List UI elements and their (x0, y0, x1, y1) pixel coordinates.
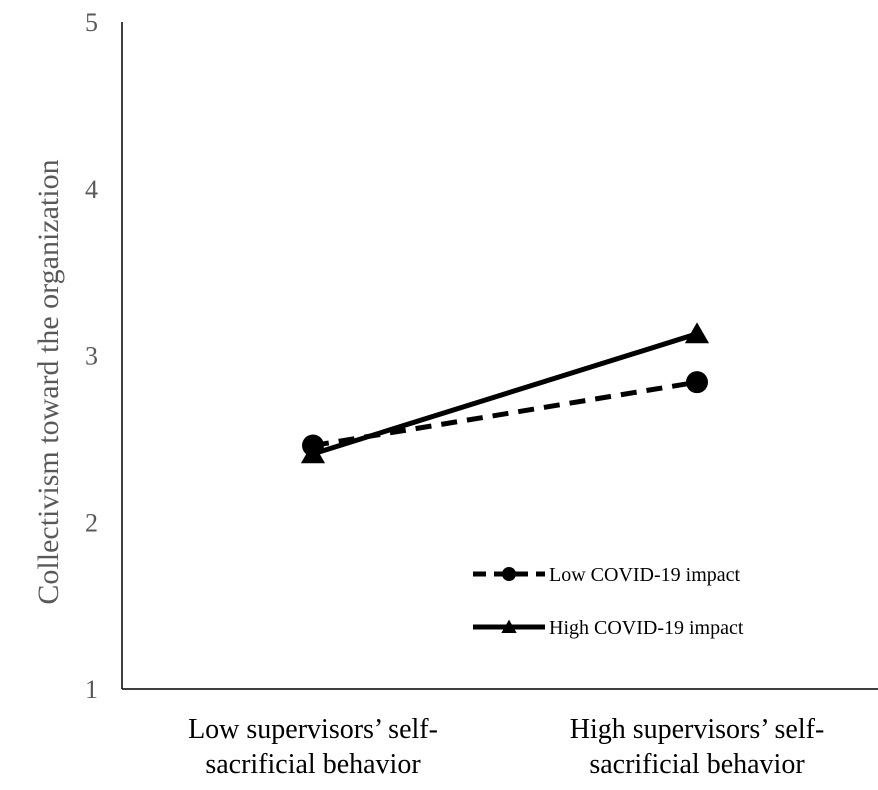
legend-label: High COVID-19 impact (549, 617, 744, 639)
data-point-marker (686, 371, 708, 394)
y-tick-label: 1 (85, 675, 98, 704)
data-point-marker (684, 322, 710, 344)
data-point-marker (300, 442, 326, 464)
legend-marker (501, 619, 517, 633)
legend-label: Low COVID-19 impact (549, 564, 741, 586)
x-category-label: High supervisors’ self- (570, 714, 825, 745)
y-tick-label: 2 (85, 508, 98, 537)
axes: 1 2 3 4 5 Collectivism toward the organizatio… (32, 8, 878, 780)
series-lines (300, 322, 710, 464)
y-tick-label: 5 (85, 8, 98, 37)
series-line (312, 331, 698, 457)
y-axis-title: Collectivism toward the organization (32, 159, 65, 604)
y-tick-label: 3 (85, 342, 98, 371)
x-category-label: sacrificial behavior (205, 749, 421, 780)
legend: Low COVID-19 impact High COVID-19 impact (473, 564, 744, 639)
x-category-label: Low supervisors’ self- (188, 714, 438, 745)
legend-marker (502, 567, 516, 581)
x-category-label: sacrificial behavior (589, 749, 805, 780)
y-tick-label: 4 (85, 175, 98, 204)
